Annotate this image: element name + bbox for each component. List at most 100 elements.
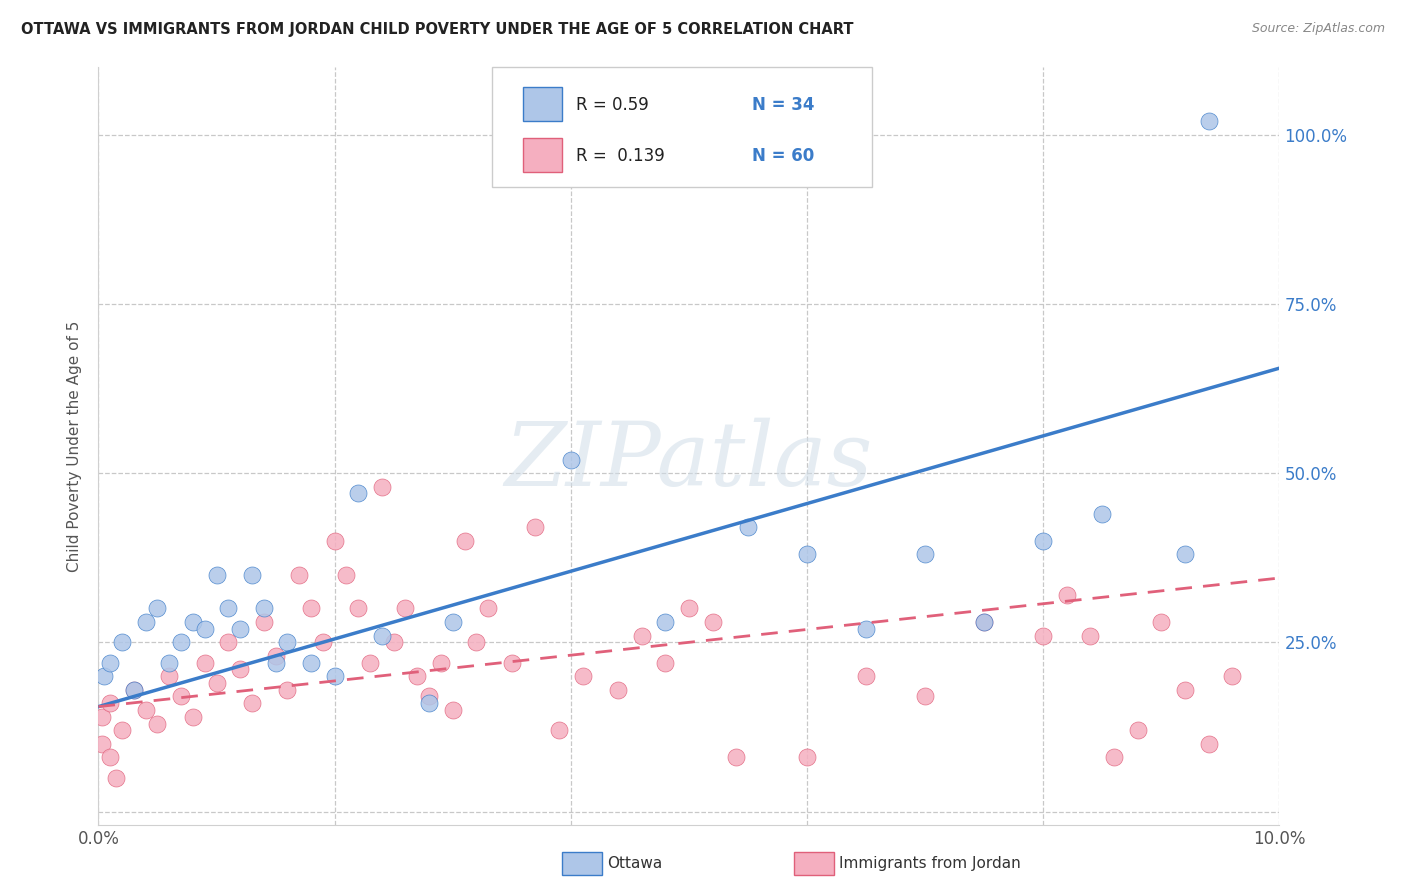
- Point: [217, 601, 239, 615]
- Point: [382, 635, 405, 649]
- Point: [1198, 114, 1220, 128]
- Point: [524, 520, 547, 534]
- Text: Immigrants from Jordan: Immigrants from Jordan: [839, 856, 1021, 871]
- Point: [146, 716, 169, 731]
- Point: [276, 682, 298, 697]
- Point: [678, 601, 700, 615]
- Point: [194, 656, 217, 670]
- Point: [406, 669, 429, 683]
- Point: [181, 615, 204, 629]
- Point: [571, 669, 593, 683]
- Text: R = 0.59: R = 0.59: [576, 95, 650, 113]
- Point: [1102, 750, 1125, 764]
- Point: [264, 656, 287, 670]
- Point: [170, 635, 193, 649]
- Point: [418, 696, 440, 710]
- Point: [240, 567, 263, 582]
- Text: Ottawa: Ottawa: [607, 856, 662, 871]
- Point: [737, 520, 759, 534]
- Y-axis label: Child Poverty Under the Age of 5: Child Poverty Under the Age of 5: [67, 320, 83, 572]
- Point: [1091, 507, 1114, 521]
- Point: [477, 601, 499, 615]
- Point: [312, 635, 335, 649]
- Point: [253, 615, 276, 629]
- Point: [654, 656, 676, 670]
- Point: [914, 547, 936, 561]
- Text: ZIPatlas: ZIPatlas: [505, 417, 873, 505]
- Point: [157, 669, 180, 683]
- Point: [122, 682, 145, 697]
- Text: N = 34: N = 34: [752, 95, 814, 113]
- Point: [347, 486, 370, 500]
- Point: [441, 703, 464, 717]
- Text: OTTAWA VS IMMIGRANTS FROM JORDAN CHILD POVERTY UNDER THE AGE OF 5 CORRELATION CH: OTTAWA VS IMMIGRANTS FROM JORDAN CHILD P…: [21, 22, 853, 37]
- Point: [501, 656, 523, 670]
- Point: [1174, 682, 1197, 697]
- Point: [170, 690, 193, 704]
- Point: [607, 682, 630, 697]
- Point: [453, 533, 475, 548]
- Point: [229, 662, 252, 676]
- Point: [1056, 588, 1078, 602]
- Point: [91, 737, 114, 751]
- Point: [299, 601, 322, 615]
- Point: [1032, 533, 1054, 548]
- Point: [560, 452, 582, 467]
- Point: [394, 601, 416, 615]
- Point: [548, 723, 571, 738]
- Point: [276, 635, 298, 649]
- Point: [111, 635, 134, 649]
- Point: [135, 615, 157, 629]
- Point: [229, 622, 252, 636]
- Point: [1150, 615, 1173, 629]
- Point: [441, 615, 464, 629]
- Point: [157, 656, 180, 670]
- Point: [359, 656, 381, 670]
- Point: [91, 710, 114, 724]
- Point: [205, 567, 228, 582]
- Point: [973, 615, 995, 629]
- Point: [630, 629, 652, 643]
- Point: [371, 480, 394, 494]
- Point: [1220, 669, 1243, 683]
- Point: [796, 750, 818, 764]
- Point: [1126, 723, 1149, 738]
- Point: [98, 696, 121, 710]
- Point: [1174, 547, 1197, 561]
- Point: [702, 615, 724, 629]
- Point: [253, 601, 276, 615]
- Point: [335, 567, 357, 582]
- Point: [796, 547, 818, 561]
- Point: [418, 690, 440, 704]
- Point: [205, 676, 228, 690]
- Point: [654, 615, 676, 629]
- Point: [264, 648, 287, 663]
- Point: [465, 635, 488, 649]
- Point: [855, 669, 877, 683]
- Point: [323, 669, 346, 683]
- Point: [217, 635, 239, 649]
- Point: [98, 750, 121, 764]
- Point: [288, 567, 311, 582]
- Text: N = 60: N = 60: [752, 147, 814, 165]
- Point: [1198, 737, 1220, 751]
- Point: [135, 703, 157, 717]
- Point: [430, 656, 453, 670]
- Point: [725, 750, 748, 764]
- Point: [855, 622, 877, 636]
- Point: [914, 690, 936, 704]
- Point: [323, 533, 346, 548]
- Point: [194, 622, 217, 636]
- Point: [98, 656, 121, 670]
- Point: [240, 696, 263, 710]
- Point: [371, 629, 394, 643]
- Point: [146, 601, 169, 615]
- Text: R =  0.139: R = 0.139: [576, 147, 665, 165]
- Point: [105, 771, 128, 785]
- Point: [1032, 629, 1054, 643]
- Point: [122, 682, 145, 697]
- Point: [111, 723, 134, 738]
- Point: [181, 710, 204, 724]
- Point: [347, 601, 370, 615]
- Point: [93, 669, 115, 683]
